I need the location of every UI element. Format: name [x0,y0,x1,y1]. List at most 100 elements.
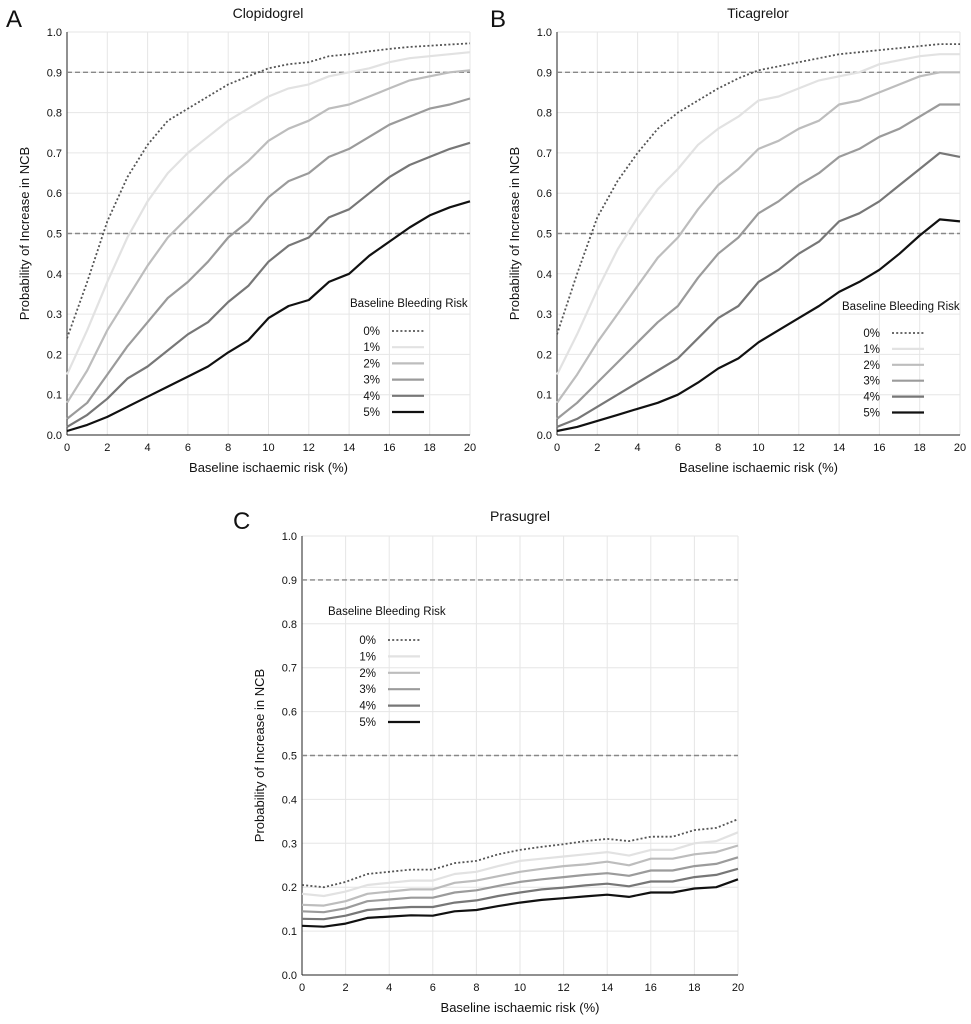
y-tick-label: 1.0 [537,27,552,39]
x-tick-label: 2 [594,442,600,454]
y-tick-label: 0.8 [537,108,552,120]
y-tick-label: 0.4 [537,269,552,281]
y-tick-label: 0.2 [282,882,297,894]
x-tick-label: 18 [688,982,700,994]
x-tick-label: 12 [557,982,569,994]
x-tick-label: 4 [635,442,641,454]
y-tick-label: 0.9 [282,575,297,587]
legend-title: Baseline Bleeding Risk [842,301,960,313]
x-tick-label: 4 [145,442,151,454]
x-tick-label: 12 [793,442,805,454]
legend-label: 4% [359,701,376,713]
legend-label: 0% [863,328,880,340]
y-tick-label: 0.5 [47,229,62,241]
y-tick-label: 1.0 [47,27,62,39]
y-tick-label: 0.5 [537,229,552,241]
chart-panel-b: 0.0 0.1 0.2 0.3 0.4 0.5 0.6 0.7 0.8 0.9 1.0 0 2 4 6 8 10… [490,5,966,475]
series-line-4pct [66,141,471,428]
x-tick-label: 14 [343,442,355,454]
x-tick-label: 20 [954,442,966,454]
series-line-3pct [556,103,960,420]
legend-label: 1% [363,342,380,354]
series-line-0pct [301,818,739,889]
legend-title: Baseline Bleeding Risk [328,606,446,618]
series-line-2pct [556,71,960,404]
y-tick-label: 0.9 [537,67,552,79]
series-line-1pct [301,831,739,898]
series-line-0pct [66,42,471,339]
series-line-4pct [556,151,961,428]
legend-label: 4% [863,392,880,404]
x-tick-label: 6 [430,982,436,994]
y-tick-label: 0.4 [47,269,62,281]
legend: Baseline Bleeding Risk 0% 1% 2% 3% 4% 5% [842,301,960,420]
y-tick-label: 0.8 [282,619,297,631]
x-tick-label: 10 [752,442,764,454]
series-line-0pct [556,43,960,335]
y-tick-label: 0.2 [47,349,62,361]
y-tick-label: 0.1 [47,390,62,402]
chart-title: Ticagrelor [727,5,789,21]
x-tick-label: 8 [473,982,479,994]
y-tick-label: 0.6 [282,707,297,719]
x-tick-label: 20 [464,442,476,454]
y-tick-label: 0.0 [47,430,62,442]
x-tick-label: 16 [645,982,657,994]
y-axis-label: Probability of Increase in NCB [17,147,32,320]
chart-title: Clopidogrel [233,5,304,21]
panel-letter: B [490,6,506,33]
y-tick-label: 0.1 [282,926,297,938]
series-line-4pct [301,867,739,921]
y-tick-label: 0.7 [537,148,552,160]
x-tick-label: 18 [424,442,436,454]
series-line-5pct [301,878,739,928]
y-tick-label: 0.2 [537,349,552,361]
x-tick-label: 14 [833,442,845,454]
series-line-3pct [66,97,471,420]
x-tick-label: 18 [914,442,926,454]
series-line-1pct [556,53,960,376]
series-line-2pct [66,69,471,404]
series-line-1pct [65,51,471,376]
x-tick-label: 10 [514,982,526,994]
legend-label: 5% [363,407,380,419]
x-axis-label: Baseline ischaemic risk (%) [679,460,838,475]
legend-label: 2% [359,668,376,680]
legend-label: 5% [359,717,376,729]
legend-title: Baseline Bleeding Risk [350,298,468,310]
x-tick-label: 2 [343,982,349,994]
legend-label: 4% [363,391,380,403]
chart-title: Prasugrel [490,508,550,524]
y-axis-label: Probability of Increase in NCB [252,669,267,842]
x-tick-label: 6 [675,442,681,454]
x-tick-label: 0 [554,442,560,454]
series-line-2pct [301,844,739,907]
y-tick-label: 0.7 [282,663,297,675]
y-tick-label: 0.3 [537,309,552,321]
panel-letter: C [233,508,250,535]
legend-label: 5% [863,408,880,420]
x-tick-label: 14 [601,982,613,994]
y-tick-label: 0.6 [537,188,552,200]
series-line-3pct [301,856,739,914]
legend-label: 3% [863,376,880,388]
y-tick-label: 0.4 [282,794,297,806]
legend: Baseline Bleeding Risk 0% 1% 2% 3% 4% 5% [328,606,446,729]
y-axis-label: Probability of Increase in NCB [507,147,522,320]
y-tick-label: 1.0 [282,531,297,543]
legend-label: 2% [863,360,880,372]
panel-letter: A [6,6,22,33]
y-tick-label: 0.7 [47,148,62,160]
legend-label: 1% [863,344,880,356]
legend-label: 0% [359,635,376,647]
x-tick-label: 10 [262,442,274,454]
y-tick-label: 0.1 [537,390,552,402]
x-tick-label: 12 [303,442,315,454]
chart-panel-c: 0.0 0.1 0.2 0.3 0.4 0.5 0.6 0.7 0.8 0.9 1.0 0 2 4 6 8 10… [233,508,744,1015]
legend-label: 3% [359,684,376,696]
x-tick-label: 2 [104,442,110,454]
series-line-5pct [556,218,961,433]
y-tick-label: 0.5 [282,751,297,763]
y-tick-label: 0.0 [537,430,552,442]
x-tick-label: 20 [732,982,744,994]
